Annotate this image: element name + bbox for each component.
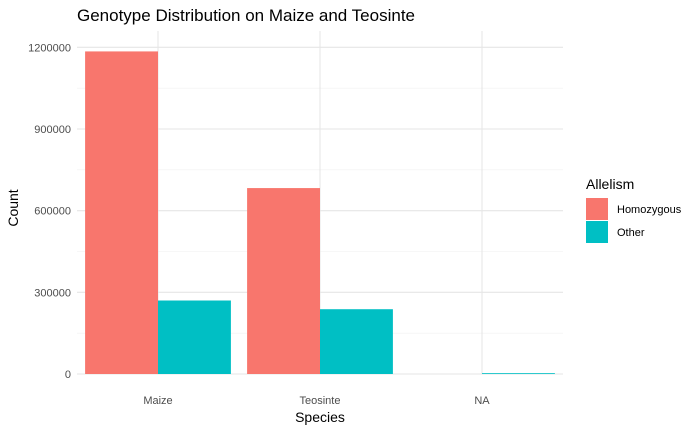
bar-homozygous (85, 51, 158, 375)
legend-key-other (586, 221, 608, 243)
y-tick-label: 300000 (34, 287, 71, 299)
x-tick-label: Teosinte (300, 395, 341, 407)
bar-other (482, 373, 555, 374)
x-axis-title: Species (295, 409, 345, 425)
legend-label: Other (617, 227, 645, 239)
y-tick-label: 0 (65, 369, 71, 381)
y-tick-label: 1200000 (28, 42, 71, 54)
y-axis-title: Count (5, 189, 21, 226)
bar-homozygous (247, 188, 320, 374)
chart-title: Genotype Distribution on Maize and Teosi… (77, 6, 415, 25)
legend-label: Homozygous (617, 204, 682, 216)
bar-other (320, 309, 393, 374)
x-tick-label: Maize (143, 395, 172, 407)
x-tick-label: NA (474, 395, 490, 407)
legend-title: Allelism (586, 176, 634, 192)
y-tick-label: 600000 (34, 206, 71, 218)
legend-key-homozygous (586, 198, 608, 220)
x-tick-labels: Maize Teosinte NA (143, 395, 490, 407)
legend: Allelism Homozygous Other (586, 176, 682, 243)
bar-other (158, 300, 231, 374)
bars (85, 51, 555, 375)
y-tick-label: 900000 (34, 124, 71, 136)
y-tick-labels: 0 300000 600000 900000 1200000 (28, 42, 71, 381)
